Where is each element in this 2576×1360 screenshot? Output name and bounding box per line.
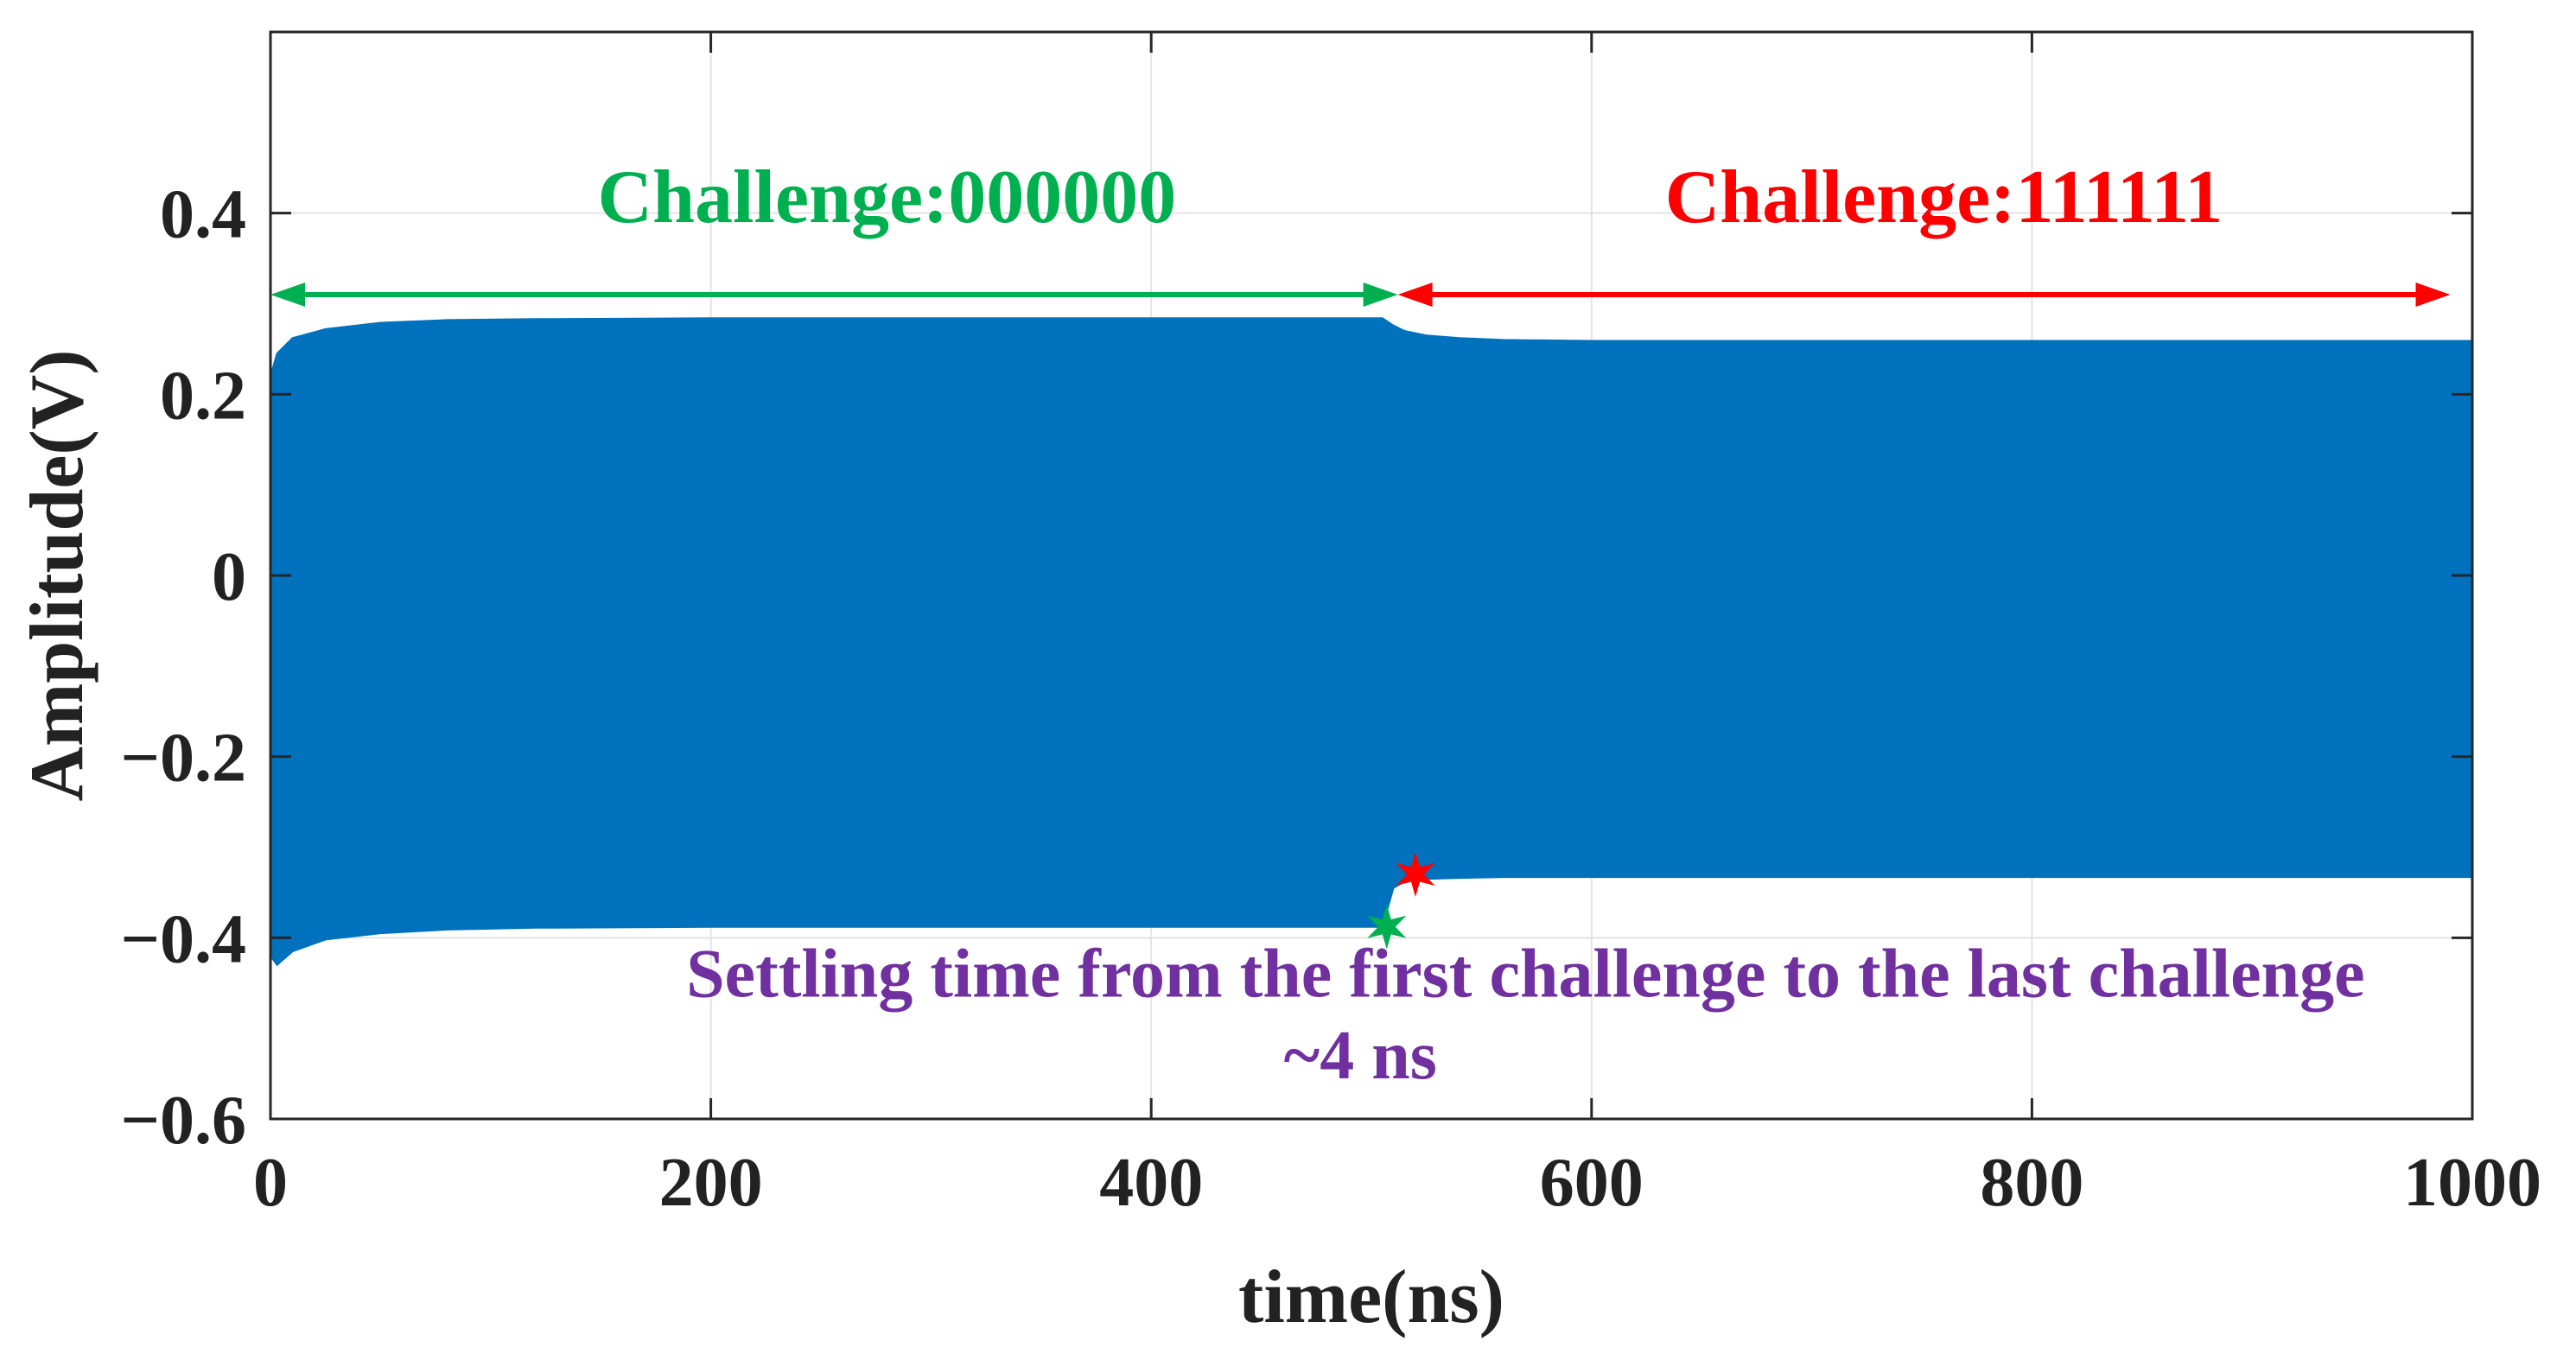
- y-tick-label: −0.6: [120, 1083, 246, 1159]
- annotation-label: Settling time from the first challenge t…: [686, 936, 2365, 1012]
- annotation-label: Challenge:111111: [1665, 156, 2223, 239]
- y-tick-label: 0: [212, 539, 246, 615]
- x-tick-label: 800: [1980, 1145, 2083, 1221]
- ticks: [269, 32, 2474, 1121]
- annotation-label: Challenge:000000: [598, 156, 1177, 239]
- y-tick-label: 0.4: [160, 177, 246, 253]
- annotation-arrowhead-right-0: [1363, 283, 1398, 308]
- x-tick-labels: 0 200 400 600 800 1000: [253, 1145, 2541, 1221]
- markers: [1367, 852, 1435, 950]
- y-tick-label: −0.2: [120, 721, 246, 797]
- x-tick-label: 600: [1540, 1145, 1644, 1221]
- x-tick-label: 1000: [2403, 1145, 2541, 1221]
- annotation-label: ~4 ns: [1284, 1018, 1437, 1094]
- y-tick-labels: −0.6 −0.4 −0.2 0 0.2 0.4: [120, 177, 246, 1159]
- annotation-arrowhead-left-1: [1397, 283, 1433, 308]
- signal-series-0: [270, 317, 2473, 967]
- plot-area: [269, 30, 2474, 1121]
- y-tick-label: 0.2: [160, 358, 246, 434]
- x-tick-label: 200: [659, 1145, 763, 1221]
- x-tick-label: 0: [253, 1145, 288, 1221]
- annotation-arrowhead-left-0: [270, 283, 305, 308]
- annotations: Challenge:000000 Challenge:111111 Settling…: [270, 156, 2451, 1094]
- star-marker-1: [1396, 852, 1435, 897]
- y-tick-label: −0.4: [120, 901, 246, 977]
- x-tick-label: 400: [1099, 1145, 1203, 1221]
- y-axis-title: Amplitude(V): [16, 349, 99, 801]
- x-axis-title: time(ns): [1238, 1255, 1504, 1339]
- star-marker-0: [1367, 904, 1407, 950]
- series-layer: [270, 317, 2473, 967]
- annotation-arrowhead-right-1: [2415, 283, 2451, 308]
